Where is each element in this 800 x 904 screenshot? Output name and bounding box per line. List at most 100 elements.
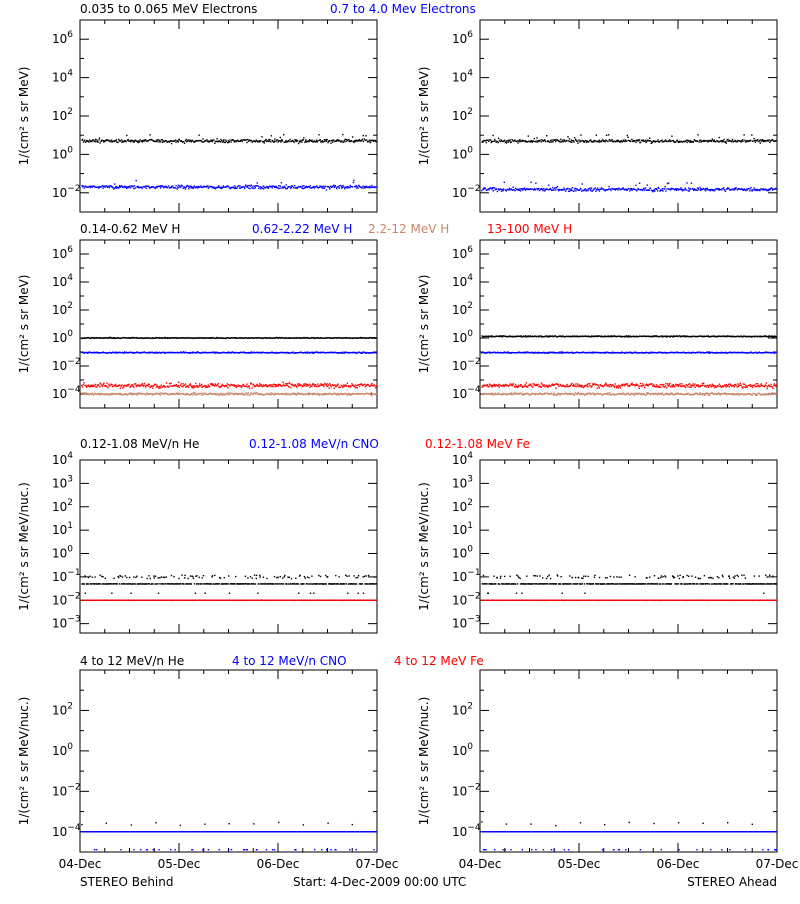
data-point	[128, 384, 129, 385]
data-point	[635, 142, 636, 143]
data-point	[274, 386, 275, 387]
data-point	[749, 188, 750, 189]
data-point	[609, 139, 610, 140]
data-point	[626, 352, 627, 353]
data-point	[252, 186, 253, 187]
data-point	[119, 187, 120, 188]
data-point	[195, 383, 196, 384]
data-point	[282, 140, 283, 141]
data-point	[320, 383, 321, 384]
data-point	[307, 393, 308, 394]
data-point	[316, 140, 317, 141]
data-point	[596, 189, 597, 190]
data-point	[359, 386, 360, 387]
data-point	[153, 386, 154, 387]
data-point	[149, 134, 150, 135]
data-point	[362, 186, 363, 187]
data-point	[199, 383, 200, 384]
data-point	[330, 394, 331, 395]
data-point	[523, 394, 524, 395]
data-point	[581, 191, 582, 192]
data-point	[643, 188, 644, 189]
data-point	[342, 187, 343, 188]
data-point	[160, 187, 161, 188]
data-point	[697, 190, 698, 191]
y-tick-label: 10−2	[452, 184, 481, 200]
data-point	[130, 187, 131, 188]
data-point	[318, 134, 319, 135]
data-point	[759, 190, 760, 191]
data-point	[748, 188, 749, 189]
data-point	[539, 190, 540, 191]
data-point	[96, 139, 97, 140]
data-point	[209, 386, 210, 387]
data-point	[282, 381, 283, 382]
data-point	[347, 383, 348, 384]
data-point	[676, 188, 677, 189]
data-point	[330, 385, 331, 386]
data-point	[288, 141, 289, 142]
data-point	[504, 182, 505, 183]
data-point	[504, 336, 505, 337]
data-point	[519, 188, 520, 189]
data-point	[503, 335, 504, 336]
data-point	[494, 187, 495, 188]
data-point	[207, 185, 208, 186]
data-point	[93, 139, 94, 140]
data-point	[646, 141, 647, 142]
data-point	[86, 387, 87, 388]
data-point	[559, 141, 560, 142]
data-point	[261, 384, 262, 385]
data-point	[332, 142, 333, 143]
data-point	[544, 384, 545, 385]
data-point	[668, 352, 669, 353]
data-point	[258, 186, 259, 187]
data-point	[539, 140, 540, 141]
y-tick-label: 10−2	[52, 184, 81, 200]
data-point	[240, 385, 241, 386]
data-point	[275, 141, 276, 142]
data-point	[328, 384, 329, 385]
data-point	[190, 187, 191, 188]
data-point	[577, 141, 578, 142]
data-point	[505, 141, 506, 142]
data-point	[279, 140, 280, 141]
y-axis-label: 1/(cm² s sr MeV)	[417, 275, 431, 374]
data-point	[364, 384, 365, 385]
data-point	[284, 142, 285, 143]
data-point	[132, 140, 133, 141]
data-point	[640, 142, 641, 143]
data-point	[199, 186, 200, 187]
data-point	[128, 187, 129, 188]
data-point	[690, 140, 691, 141]
data-point	[317, 383, 318, 384]
data-point	[646, 352, 647, 353]
data-point	[303, 188, 304, 189]
data-point	[89, 386, 90, 387]
data-point	[99, 386, 100, 387]
data-point	[297, 140, 298, 141]
data-point	[188, 139, 189, 140]
data-point	[766, 352, 767, 353]
data-point	[132, 386, 133, 387]
data-point	[575, 190, 576, 191]
data-point	[597, 187, 598, 188]
data-point	[197, 385, 198, 386]
data-point	[247, 139, 248, 140]
data-point	[672, 393, 673, 394]
data-point	[577, 393, 578, 394]
data-point	[183, 141, 184, 142]
data-point	[492, 135, 493, 136]
data-point	[148, 186, 149, 187]
data-point	[675, 142, 676, 143]
data-point	[274, 141, 275, 142]
data-point	[320, 139, 321, 140]
data-point	[327, 139, 328, 140]
data-point	[322, 141, 323, 142]
data-point	[84, 392, 85, 393]
data-point	[83, 384, 84, 385]
data-point	[322, 187, 323, 188]
data-point	[509, 139, 510, 140]
data-point	[159, 393, 160, 394]
y-tick-label: 100	[452, 329, 473, 345]
